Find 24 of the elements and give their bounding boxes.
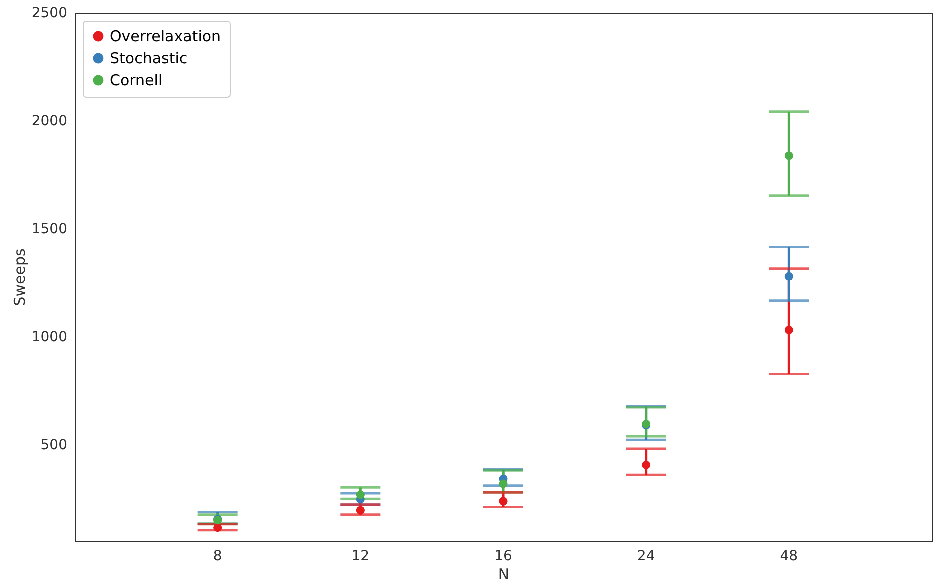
point (784, 152, 794, 160)
x-axis-title: N (498, 566, 510, 583)
point (499, 497, 508, 506)
x-tick-label: 24 (637, 548, 656, 564)
legend-label: Stochastic (110, 50, 188, 68)
legend-label: Overrelaxation (110, 28, 222, 46)
point (784, 326, 794, 334)
legend-label: Cornell (110, 72, 163, 90)
point (642, 461, 651, 470)
point (214, 524, 222, 532)
y-tick-label: 2000 (32, 113, 68, 130)
point (784, 272, 794, 281)
y-tick-label: 1000 (32, 329, 68, 346)
x-tick-label: 16 (494, 548, 512, 564)
y-tick-label: 1500 (32, 221, 68, 238)
point (356, 506, 365, 515)
x-tick-label: 8 (213, 548, 222, 564)
y-tick-label: 2500 (32, 6, 68, 22)
point (499, 480, 508, 488)
y-axis-title: Sweeps (10, 248, 29, 306)
y-tick-label: 500 (40, 437, 68, 454)
x-tick-label: 12 (352, 548, 370, 564)
x-tick-label: 48 (780, 548, 798, 564)
point (356, 490, 365, 500)
